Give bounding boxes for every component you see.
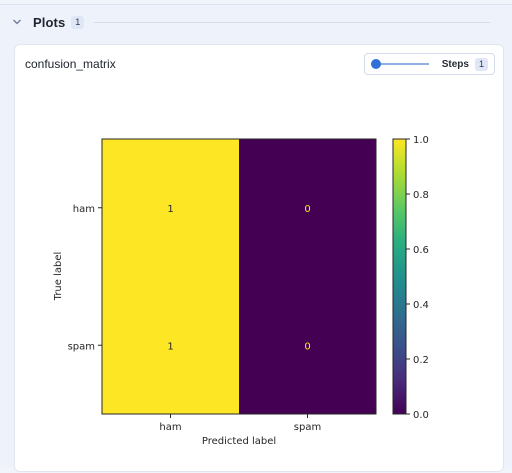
steps-slider-thumb[interactable] <box>371 59 381 69</box>
header-divider <box>94 21 490 23</box>
plot-title: confusion_matrix <box>25 57 116 71</box>
confusion-matrix-chart: 1 0 1 0 ham spam ham spam Predicted label Tru… <box>53 135 429 447</box>
colorbar-tick-label: 1.0 <box>413 135 429 146</box>
cell-value-label: 1 <box>167 341 173 352</box>
colorbar <box>392 138 407 415</box>
matrix-cell-1-1 <box>239 276 376 414</box>
x-tick-label: ham <box>159 422 181 433</box>
plots-section: Plots 1 confusion_matrix Steps 1 <box>0 4 512 472</box>
steps-slider[interactable] <box>371 59 429 69</box>
y-tick-label: spam <box>68 341 95 352</box>
steps-label: Steps <box>441 58 469 70</box>
matrix-cell-1-0 <box>102 276 239 414</box>
chevron-down-icon[interactable] <box>10 15 24 29</box>
plot-card: confusion_matrix Steps 1 <box>14 44 504 472</box>
x-axis-label: Predicted label <box>202 436 276 447</box>
y-tick-label: ham <box>73 204 95 215</box>
colorbar-tick-label: 0.2 <box>413 355 429 366</box>
x-tick-label: spam <box>294 422 321 433</box>
section-title: Plots <box>33 14 66 30</box>
matrix-cell-0-0 <box>102 139 239 277</box>
steps-control: Steps 1 <box>364 53 495 75</box>
colorbar-tick-label: 0.4 <box>413 300 429 311</box>
colorbar-tick-label: 0.6 <box>413 245 429 256</box>
y-axis-label: True label <box>53 252 64 302</box>
colorbar-tick-label: 0.0 <box>413 410 429 421</box>
steps-value-badge: 1 <box>474 57 488 71</box>
matrix-cell-0-1 <box>239 139 376 277</box>
cell-value-label: 0 <box>304 204 310 215</box>
matrix-frame <box>101 138 377 415</box>
cell-value-label: 0 <box>304 341 310 352</box>
colorbar-tick-label: 0.8 <box>413 190 429 201</box>
cell-value-label: 1 <box>167 204 173 215</box>
section-header[interactable]: Plots 1 <box>10 11 500 33</box>
plot-count-badge: 1 <box>71 15 85 29</box>
